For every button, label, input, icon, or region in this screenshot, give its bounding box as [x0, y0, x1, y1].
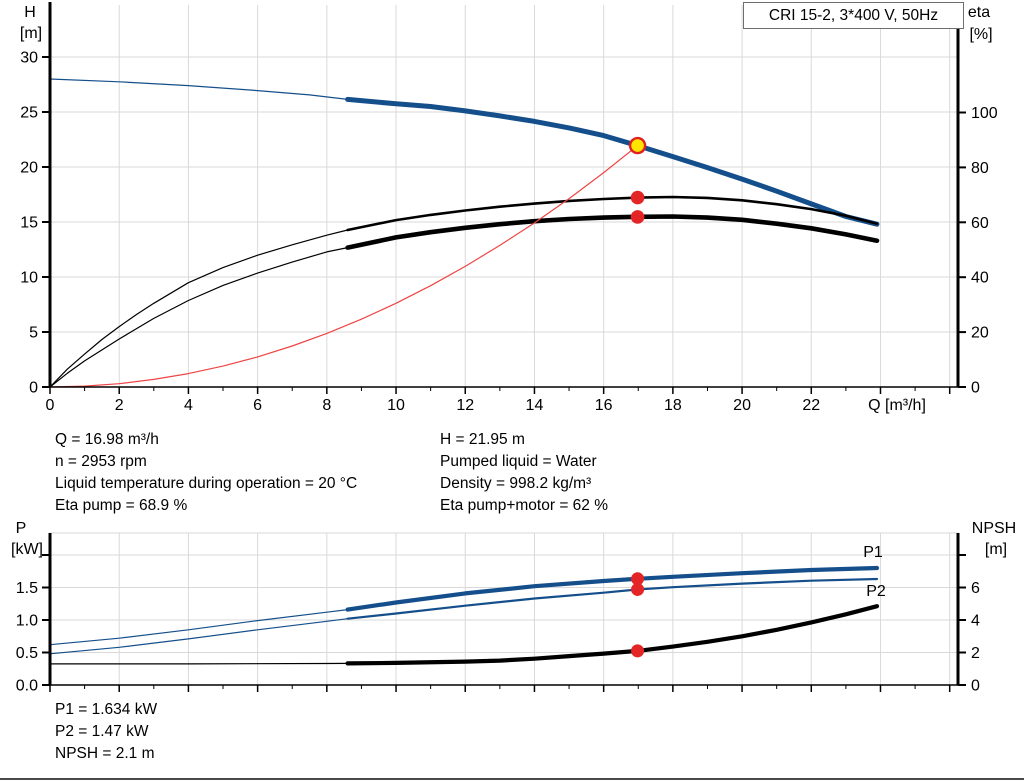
density-value: Density = 998.2 kg/m³	[440, 475, 592, 492]
speed-value: n = 2953 rpm	[55, 453, 147, 470]
left-axis-tick-label: 1.0	[16, 613, 38, 630]
right-axis-tick-label: 0	[971, 678, 980, 695]
curve-pump-curve-thin	[49, 78, 349, 100]
x-axis-title: Q [m³/h]	[868, 397, 926, 414]
x-tick-label: 8	[322, 397, 331, 414]
duty-point	[628, 136, 647, 155]
x-tick-label: 16	[595, 397, 613, 414]
right-axis-tick-label: 20	[971, 325, 989, 342]
left-axis-tick-label: 30	[20, 50, 38, 67]
x-tick-label: 10	[387, 397, 405, 414]
curve-npsh	[345, 604, 880, 666]
curve-p2-thin	[49, 618, 349, 655]
left-axis-tick-label: 0	[29, 380, 38, 397]
curve-pump-curve	[345, 96, 880, 227]
npsh-value: NPSH = 2.1 m	[55, 745, 155, 762]
curve-label-p1: P1	[863, 544, 883, 561]
power-data-block: P1 = 1.634 kW P2 = 1.47 kW NPSH = 2.1 m	[55, 699, 157, 765]
curve-eta-pump	[346, 195, 879, 232]
curve-npsh-thin	[49, 662, 349, 665]
x-tick-label: 14	[526, 397, 544, 414]
curve-p2	[346, 577, 879, 620]
left-axis-title: [m]	[20, 25, 42, 42]
left-axis-title: [kW]	[11, 541, 43, 558]
right-axis-tick-label: 40	[971, 270, 989, 287]
pump-title-box: CRI 15-2, 3*400 V, 50Hz	[743, 2, 964, 29]
right-axis-tick-label: 100	[971, 105, 998, 122]
right-axis-title: [m]	[985, 541, 1007, 558]
power-npsh-chart: 0.0 0.5 1.0 1.5 P [kW] 0 2 4 6 NPSH [m] P1 P2	[11, 520, 1016, 695]
curve-p1	[345, 565, 880, 612]
flow-value: Q = 16.98 m³/h	[55, 431, 159, 448]
x-tick-label: 0	[46, 397, 55, 414]
x-tick-label: 4	[184, 397, 193, 414]
left-axis-title: H	[24, 4, 36, 21]
head-efficiency-chart: 0 2 4 6 8 10 12 14 16 18 20 22 Q [m³/h] 0 5 10 15 20 25 30 H…	[20, 2, 998, 414]
right-axis-tick-label: 60	[971, 215, 989, 232]
eta-pump-point	[630, 190, 645, 205]
curve-p1-thin	[49, 609, 349, 646]
right-axis-tick-label: 2	[971, 645, 980, 662]
right-axis-tick-label: 6	[971, 580, 980, 597]
curve-eta-pump-thin	[49, 229, 349, 388]
pump-title: CRI 15-2, 3*400 V, 50Hz	[768, 6, 939, 24]
right-axis-tick-label: 80	[971, 160, 989, 177]
eta-pump-value: Eta pump = 68.9 %	[55, 497, 188, 514]
left-axis-tick-label: 0.0	[16, 678, 38, 695]
head-value: H = 21.95 m	[440, 431, 525, 448]
left-axis-tick-label: 15	[20, 215, 38, 232]
curve-eta-pump-motor	[345, 214, 880, 250]
liquid-temperature-value: Liquid temperature during operation = 20…	[55, 475, 358, 492]
right-axis-title: NPSH	[972, 520, 1016, 537]
left-axis-tick-label: 5	[29, 325, 38, 342]
right-axis-title: eta	[968, 4, 990, 21]
p2-value: P2 = 1.47 kW	[55, 723, 149, 740]
p1-point	[631, 572, 645, 586]
x-tick-label: 20	[733, 397, 751, 414]
left-axis-tick-label: 20	[20, 160, 38, 177]
p2-point	[631, 582, 645, 596]
left-axis-tick-label: 10	[20, 270, 38, 287]
right-axis-title: [%]	[969, 26, 992, 43]
pumped-liquid-value: Pumped liquid = Water	[440, 453, 597, 470]
curve-label-p2: P2	[866, 583, 886, 600]
eta-pump-motor-point	[630, 210, 645, 224]
x-tick-label: 12	[456, 397, 474, 414]
curve-eta-pump-motor-thin	[49, 247, 349, 388]
left-axis-title: P	[16, 520, 27, 537]
eta-pump-motor-value: Eta pump+motor = 62 %	[440, 497, 609, 514]
npsh-point	[631, 644, 645, 658]
left-axis-tick-label: 1.5	[16, 580, 38, 597]
x-tick-label: 2	[115, 397, 124, 414]
curve-system-curve	[49, 145, 639, 388]
x-tick-label: 6	[253, 397, 262, 414]
page-bottom-divider	[0, 778, 1024, 780]
left-axis-tick-label: 0.5	[16, 645, 38, 662]
x-tick-label: 18	[664, 397, 682, 414]
operating-data-left: Q = 16.98 m³/h n = 2953 rpm Liquid tempe…	[55, 429, 357, 517]
right-axis-tick-label: 4	[971, 613, 980, 630]
x-tick-label: 22	[802, 397, 820, 414]
left-axis-tick-label: 25	[20, 105, 38, 122]
right-axis-tick-label: 0	[971, 380, 980, 397]
operating-data-right: H = 21.95 m Pumped liquid = Water Densit…	[440, 429, 608, 517]
p1-value: P1 = 1.634 kW	[55, 701, 158, 718]
